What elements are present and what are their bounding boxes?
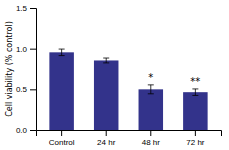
x-axis: Control 24 hr 48 hr 72 hr (37, 130, 222, 147)
y-tick-mark (30, 89, 36, 90)
x-tick: 24 hr (97, 130, 116, 147)
x-tick-mark (106, 130, 107, 136)
bar (49, 52, 74, 130)
error-bar (103, 58, 109, 63)
x-tick: 72 hr (186, 130, 205, 147)
plot: 0.00.51.01.5Control24 hr48 hr72 hr*** (16, 4, 222, 147)
x-tick-mark (150, 130, 151, 136)
y-tick: 1.5 (16, 4, 36, 13)
y-axis-title: Cell viability (% control) (5, 21, 14, 117)
y-tick-mark (30, 8, 36, 9)
y-tick: 0.0 (16, 126, 36, 135)
y-tick-mark (30, 49, 36, 50)
y-axis: 0.0 0.5 1.0 1.5 (16, 4, 37, 135)
y-tick: 0.5 (16, 85, 36, 94)
x-tick-label: Control (49, 138, 75, 147)
y-tick-label: 1.5 (16, 4, 28, 13)
x-tick-mark (195, 130, 196, 136)
bar (183, 92, 208, 130)
x-tick-mark (61, 130, 62, 136)
error-bar (148, 85, 154, 94)
bar (139, 89, 164, 130)
bar (94, 60, 119, 130)
annotation: ** (190, 76, 200, 87)
marks (49, 49, 207, 130)
chart: 0.00.51.01.5Control24 hr48 hr72 hr***Cel… (0, 0, 229, 150)
y-tick-mark (30, 130, 36, 131)
y-tick: 1.0 (16, 45, 36, 54)
y-tick-label: 1.0 (16, 45, 28, 54)
x-axis-line (37, 131, 222, 137)
x-tick: 48 hr (142, 130, 161, 147)
annotation: * (148, 72, 153, 83)
error-bar (59, 49, 65, 56)
x-tick-label: 24 hr (97, 138, 116, 147)
y-axis-line (30, 9, 37, 131)
x-tick-label: 72 hr (186, 138, 205, 147)
x-tick: Control (49, 130, 75, 147)
x-tick-label: 48 hr (142, 138, 161, 147)
y-tick-label: 0.0 (16, 126, 28, 135)
annotations: *** (148, 72, 200, 87)
y-tick-label: 0.5 (16, 85, 28, 94)
error-bar (192, 89, 198, 96)
